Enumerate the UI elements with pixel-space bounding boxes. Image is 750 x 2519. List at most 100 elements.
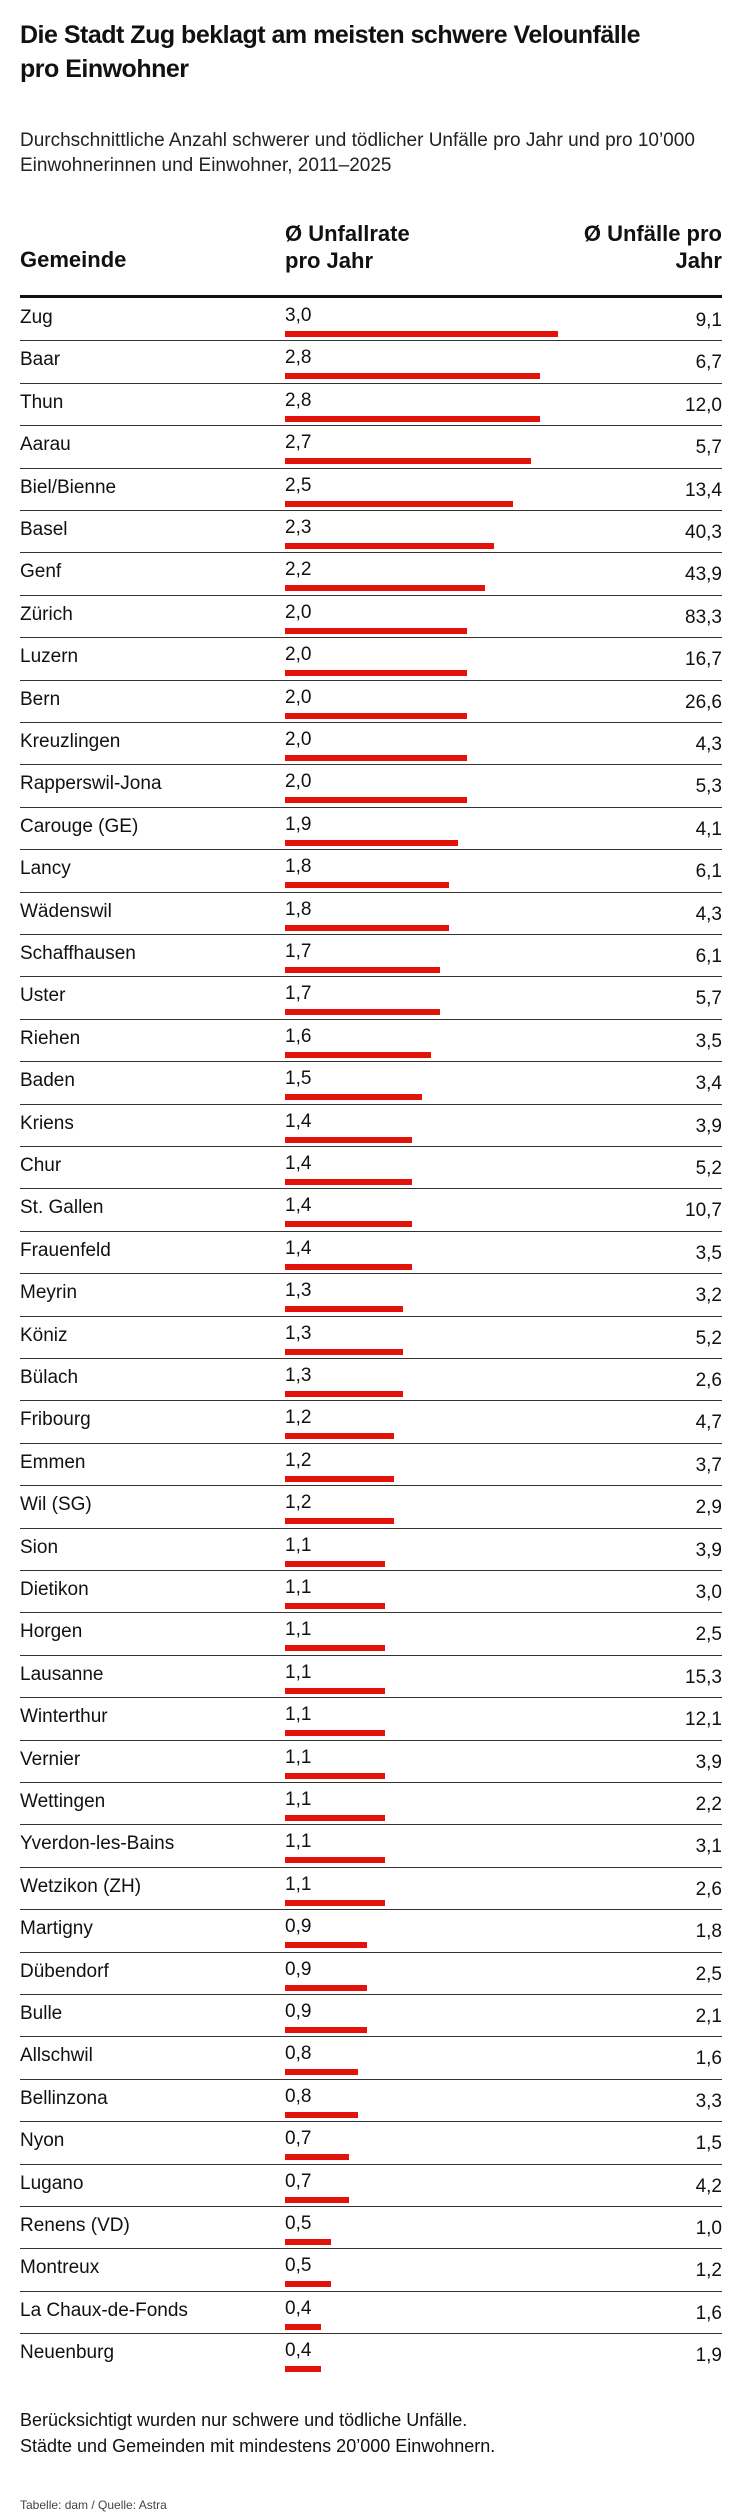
accidents: 4,3 [695,903,722,925]
accidents: 5,7 [695,988,722,1010]
row-rule [20,976,722,978]
row-rule [20,2290,722,2292]
row-label: Nyon [20,2130,65,2152]
row-label: Chur [20,1155,62,1176]
value-label: 2,0 [285,601,312,623]
value-label: 1,1 [285,1746,312,1768]
row-rule [20,1739,722,1741]
row-label: Allschwil [20,2045,93,2067]
accidents: 1,2 [695,2260,722,2282]
bar [285,1899,386,1906]
bar [285,755,467,761]
row-label: Wädenswil [20,900,112,922]
row-rule [20,1442,722,1444]
accidents: 6,1 [695,946,722,967]
note: Städte und Gemeinden mit mindestens 20’0… [20,2436,496,2456]
row-rule [20,1188,722,1190]
bar [285,1942,367,1949]
source: Tabelle: dam / Quelle: Astra [20,2498,167,2512]
row-label: La Chaux-de-Fonds [20,2299,188,2321]
accidents: 26,6 [685,691,722,713]
row-label: Wettingen [20,1791,106,1812]
row-rule [20,2248,722,2250]
accidents: 1,8 [695,1921,722,1943]
value-label: 1,1 [285,1873,312,1895]
row-rule [20,1824,722,1826]
row-label: St. Gallen [20,1197,104,1219]
accidents: 1,9 [695,2345,722,2367]
value-label: 1,7 [285,941,312,962]
accidents: 15,3 [685,1666,722,1688]
bar [285,1433,395,1440]
bar [285,839,458,846]
bar [285,1560,386,1567]
row-rule [20,1230,722,1232]
accidents: 3,5 [695,1030,722,1052]
column-header: Ø Unfälle pro Jahr [583,221,722,273]
value-label: 1,1 [285,1831,312,1853]
row-label: Winterthur [20,1706,108,1728]
accidents: 3,3 [695,2090,722,2112]
accidents: 40,3 [685,522,722,543]
value-label: 1,4 [285,1110,312,1132]
bar [285,585,486,592]
row-rule [20,637,722,639]
row-rule [20,1103,722,1105]
value-label: 1,3 [285,1322,312,1344]
accidents: 43,9 [685,564,722,586]
row-rule [20,1061,722,1063]
value-label: 0,8 [285,2085,312,2107]
row-rule [20,1146,722,1147]
row-rule [20,2206,722,2207]
value-label: 1,4 [285,1153,312,1174]
bar [285,373,540,380]
value-label: 2,0 [285,729,312,750]
value-label: 3,0 [285,305,312,326]
accidents: 4,2 [695,2175,722,2197]
value-label: 2,3 [285,517,312,538]
accidents: 6,7 [695,352,722,374]
row-label: Bellinzona [20,2087,108,2109]
row-rule [20,594,722,596]
accidents: 12,1 [685,1709,722,1731]
value-label: 1,1 [285,1704,312,1726]
value-label: 1,7 [285,983,312,1005]
row-label: Meyrin [20,1282,78,1304]
row-label: Bülach [20,1367,79,1388]
row-rule [20,849,722,851]
row-rule [20,1485,722,1487]
row-rule [20,552,722,554]
row-label: Frauenfeld [20,1239,111,1261]
bar [285,2239,331,2245]
row-label: Renens (VD) [20,2215,130,2236]
row-label: Fribourg [20,1409,91,1431]
accidents: 4,3 [695,734,722,755]
row-label: Kreuzlingen [20,731,121,752]
value-label: 0,7 [285,2170,312,2192]
row-label: Zug [20,307,53,328]
accidents: 2,5 [695,1624,722,1646]
accidents: 1,5 [695,2133,722,2155]
value-label: 0,9 [285,1916,312,1938]
row-rule [20,1527,722,1529]
value-label: 2,8 [285,347,312,369]
accidents: 2,2 [695,1794,722,1815]
row-rule [20,2163,722,2165]
row-rule [20,891,722,893]
accidents: 83,3 [685,606,722,628]
accidents: 1,0 [695,2218,722,2239]
value-label: 1,2 [285,1449,312,1471]
row-label: Zürich [20,603,73,625]
bar [285,627,467,634]
row-label: Kriens [20,1112,74,1134]
bar [285,2196,349,2203]
bar [285,2069,358,2076]
row-rule [20,1994,722,1995]
bar [285,331,558,337]
bar [285,1136,413,1143]
row-label: Lancy [20,858,71,880]
row-rule [20,934,722,935]
bar [285,1391,404,1397]
row-label: Vernier [20,1748,81,1770]
